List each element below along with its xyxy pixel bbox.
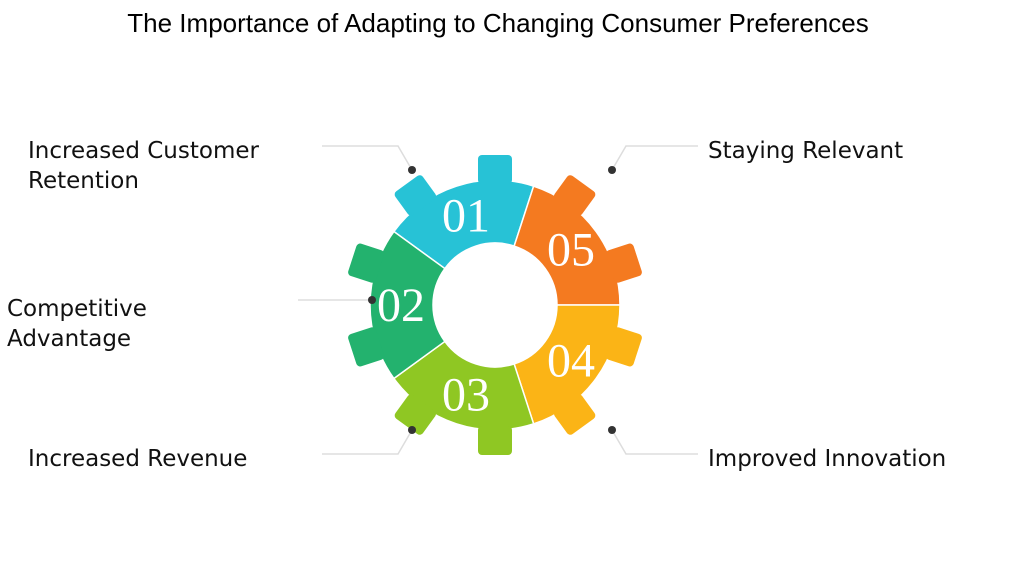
gear-tooth: [394, 394, 437, 435]
connector-dot: [408, 166, 416, 174]
gear-segment: 04: [513, 304, 642, 435]
item-label: Increased Revenue: [28, 446, 247, 472]
connector: [322, 145, 413, 171]
gear-segment: 03: [392, 340, 535, 455]
item-label: Staying Relevant: [708, 138, 903, 164]
item-label: Improved Innovation: [708, 446, 946, 472]
gear-segment: 05: [513, 175, 642, 306]
item: Competitive Advantage: [7, 296, 376, 352]
gear-hole: [434, 244, 556, 366]
gear-segment: 02: [348, 230, 446, 380]
gear: 01 05 04 03 02: [348, 155, 642, 455]
connector: [611, 429, 698, 455]
connector-dot: [368, 296, 376, 304]
gear-tooth: [478, 155, 512, 184]
connector-dot: [608, 166, 616, 174]
item-label: Retention: [28, 168, 139, 194]
item-label: Advantage: [7, 326, 131, 352]
segment-number: 04: [547, 334, 595, 387]
gear-tooth: [348, 243, 385, 283]
items: Increased Customer Retention Competitive Ad…: [7, 138, 946, 472]
gear-tooth: [605, 243, 642, 283]
item: Increased Customer Retention: [28, 138, 416, 194]
connector-dot: [408, 426, 416, 434]
connector: [322, 429, 413, 455]
connector-dot: [608, 426, 616, 434]
item: Staying Relevant: [608, 138, 903, 174]
gear-tooth: [348, 327, 385, 367]
gear-tooth: [553, 394, 596, 435]
item-label: Competitive: [7, 296, 147, 322]
title: The Importance of Adapting to Changing C…: [127, 8, 868, 38]
connector: [611, 145, 698, 171]
gear-tooth: [553, 175, 596, 216]
segment-number: 05: [547, 224, 595, 277]
segment-number: 01: [442, 190, 490, 243]
gear-tooth: [605, 327, 642, 367]
gear-tooth: [394, 175, 437, 216]
segment-number: 03: [442, 368, 490, 421]
item: Improved Innovation: [608, 426, 946, 472]
segment-number: 02: [377, 279, 425, 332]
item: Increased Revenue: [28, 426, 416, 472]
item-label: Increased Customer: [28, 138, 260, 164]
gear-tooth: [478, 426, 512, 455]
gear-segment: 01: [392, 155, 535, 270]
